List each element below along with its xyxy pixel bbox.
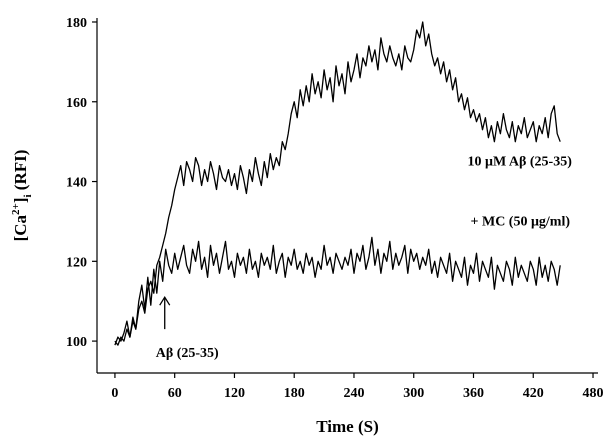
x-tick-label: 240: [343, 386, 364, 401]
y-tick-label: 120: [66, 255, 87, 270]
axes: [96, 18, 598, 374]
x-axis-title: Time (S): [316, 417, 379, 436]
x-tick-label: 120: [224, 386, 245, 401]
x-axis-ticks: 0 60 120 180 240 300 360 420 480: [111, 373, 604, 401]
x-tick-label: 420: [523, 386, 544, 401]
x-tick-label: 180: [284, 386, 305, 401]
annotation-addition: Aβ (25-35): [156, 346, 219, 361]
y-axis-title-subscript: i: [22, 194, 34, 197]
y-tick-label: 180: [66, 16, 87, 31]
annotations: 10 μM Aβ (25-35) + MC (50 μg/ml) Aβ (25-35…: [156, 155, 572, 361]
annotation-abeta-series: 10 μM Aβ (25-35): [468, 155, 573, 170]
annotation-mc-series: + MC (50 μg/ml): [471, 214, 571, 229]
x-tick-label: 360: [463, 386, 484, 401]
series-line-mc: [114, 236, 561, 346]
y-axis-title-superscript: 2+: [10, 203, 22, 215]
y-tick-label: 100: [66, 335, 87, 350]
y-axis-title-rest: (RFI): [11, 150, 30, 195]
y-axis-title-bracket: ]: [11, 198, 30, 204]
series-lines: [114, 21, 561, 346]
y-axis-title: [Ca2+]i (RFI): [10, 150, 34, 242]
y-tick-label: 160: [66, 96, 87, 111]
x-tick-label: 60: [168, 386, 182, 401]
series-line-abeta: [114, 21, 561, 346]
y-axis-ticks: 100 120 140 160 180: [66, 16, 97, 350]
y-tick-label: 140: [66, 176, 87, 191]
x-tick-label: 300: [403, 386, 424, 401]
x-tick-label: 480: [583, 386, 604, 401]
y-axis-title-base: [Ca: [11, 214, 30, 241]
arrow-head: [159, 295, 171, 306]
x-tick-label: 0: [111, 386, 118, 401]
addition-arrow: [159, 295, 171, 330]
